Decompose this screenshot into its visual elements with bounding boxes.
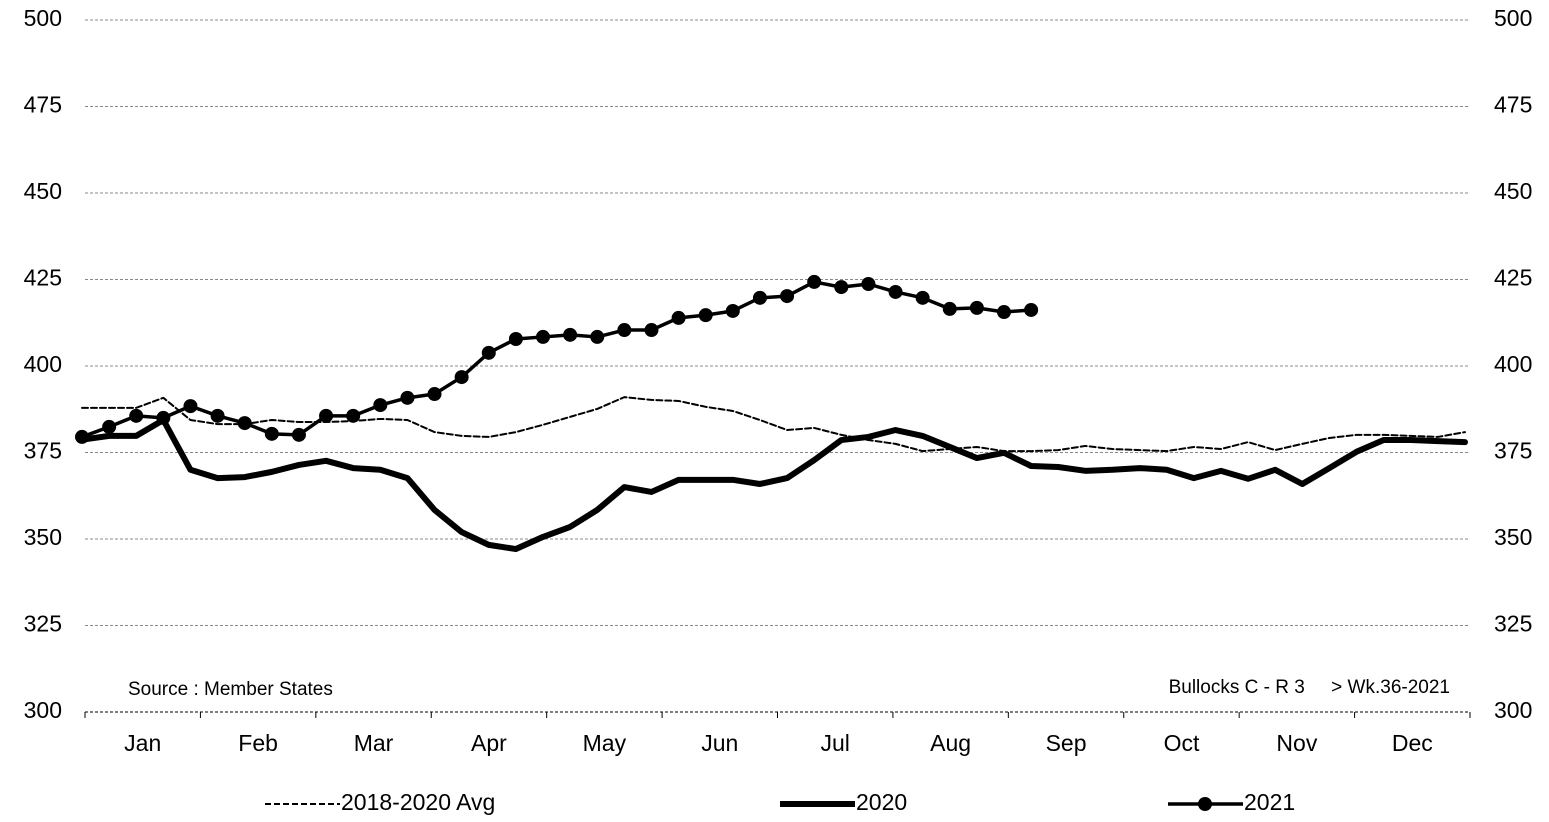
point [373,398,388,413]
y-tick-label: 450 [24,178,62,204]
point [915,290,930,305]
point [969,300,984,315]
annotation: Bullocks C - R 3 > Wk.36-2021 [1169,677,1450,698]
point [888,284,903,299]
y-tick-label: 350 [24,524,62,550]
point [102,419,117,434]
y-tick-label: 300 [24,697,62,723]
y2-tick-label: 500 [1494,5,1532,31]
point [264,426,279,441]
y2-tick-label: 450 [1494,178,1532,204]
x-tick-label: Oct [1164,730,1200,756]
y2-tick-label: 325 [1494,611,1532,637]
y-tick-label: 375 [24,438,62,464]
y2-tick-label: 300 [1494,697,1532,723]
x-tick-label: Apr [471,730,507,756]
point [617,323,632,338]
y2-tick-label: 350 [1494,524,1532,550]
point [671,310,686,325]
point [536,329,550,344]
point [861,276,876,291]
point [1024,302,1039,317]
x-tick-label: May [583,730,627,756]
point [319,408,334,423]
point [997,305,1011,320]
y-tick-label: 475 [24,92,62,118]
y2-tick-label: 425 [1494,265,1532,291]
point [75,429,89,444]
point [454,370,469,385]
x-tick-label: Aug [930,730,971,756]
x-tick-label: Mar [354,730,394,756]
point [644,323,659,338]
x-tick-label: Feb [238,730,278,756]
series-line [81,396,1466,453]
point [942,301,957,316]
point [237,416,252,431]
point [183,399,198,414]
x-tick-label: Jul [821,730,850,756]
y2-tick-label: 400 [1494,351,1532,377]
y-tick-label: 400 [24,351,62,377]
x-tick-label: Dec [1392,730,1433,756]
legend-label: 2018-2020 Avg [341,789,495,815]
point [508,332,523,347]
point [725,303,740,318]
point [400,390,415,405]
legend-label: 2020 [856,789,907,815]
point [807,274,822,289]
point [752,290,767,305]
point [590,329,605,344]
x-tick-label: Jan [124,730,161,756]
y-tick-label: 500 [24,5,62,31]
y-tick-label: 425 [24,265,62,291]
y2-tick-label: 475 [1494,92,1532,118]
y-tick-label: 325 [24,611,62,637]
point [834,280,849,295]
x-tick-label: Sep [1046,730,1087,756]
point [346,408,361,423]
point [481,345,496,360]
point [210,408,225,423]
point [427,387,442,402]
y2-tick-label: 375 [1494,438,1532,464]
x-tick-label: Jun [701,730,738,756]
point [698,308,713,323]
point [780,289,795,304]
series-line [79,416,1468,553]
point [563,327,578,342]
point [291,427,306,442]
legend-marker [1198,797,1212,811]
legend-label: 2021 [1244,789,1295,815]
point [156,410,171,425]
point [129,408,144,423]
x-tick-label: Nov [1276,730,1317,756]
source-note: Source : Member States [128,679,333,700]
series-line [80,280,1033,439]
